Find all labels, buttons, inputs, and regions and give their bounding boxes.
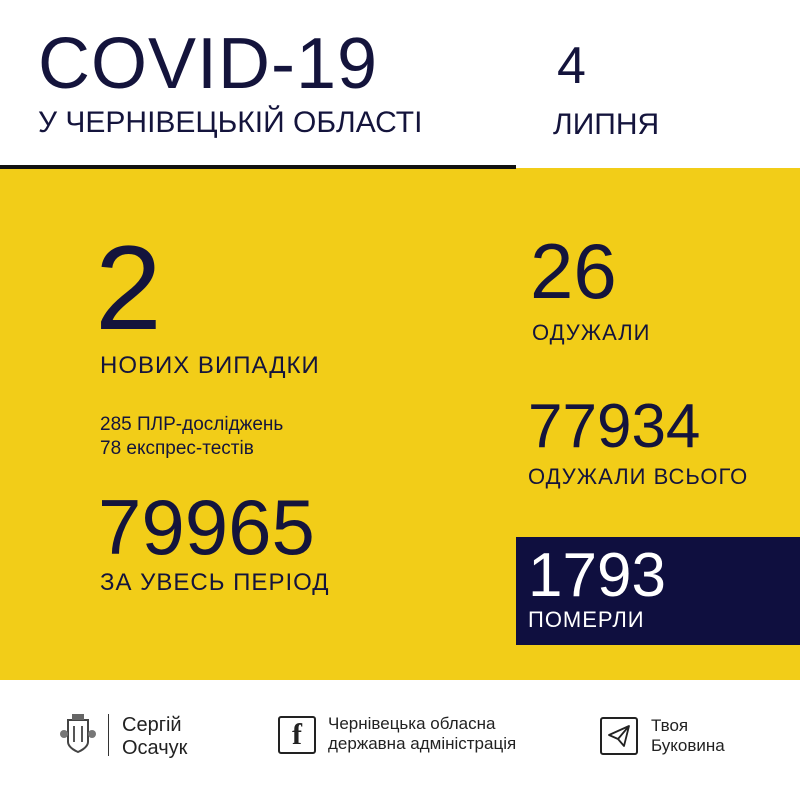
deaths-box: 1793 ПОМЕРЛИ [516,537,800,645]
telegram-icon[interactable] [600,717,638,755]
footer-divider [108,714,109,756]
express-tests: 78 експрес-тестів [100,438,254,459]
page-title: COVID-19 [38,24,379,104]
fb-line2: державна адміністрація [328,733,517,753]
recovered-label: ОДУЖАЛИ [532,320,651,345]
telegram-link[interactable]: Твоя Буковина [651,716,725,755]
person-first-name: Сергій [122,714,182,736]
fb-line1: Чернівецька обласна [328,714,496,733]
total-cases-value: 79965 [98,483,315,571]
divider [0,165,516,169]
facebook-icon[interactable]: f [278,716,316,754]
pcr-tests: 285 ПЛР-досліджень [100,414,284,435]
facebook-link[interactable]: Чернівецька обласна державна адміністрац… [328,714,516,753]
tg-line1: Твоя [651,716,689,735]
deaths-value: 1793 [528,541,666,610]
recovered-total-value: 77934 [528,392,701,461]
recovered-value: 26 [530,227,617,315]
date-month: ЛИПНЯ [553,108,660,141]
tg-line2: Буковина [651,735,725,755]
person-last-name: Осачук [122,737,188,759]
total-cases-label: ЗА УВЕСЬ ПЕРІОД [100,569,330,596]
coat-of-arms-icon [60,712,96,756]
new-cases-value: 2 [95,221,162,355]
new-cases-label: НОВИХ ВИПАДКИ [100,352,320,379]
date-day: 4 [557,37,586,95]
deaths-label: ПОМЕРЛИ [528,607,645,632]
person-name: Сергій Осачук [122,714,187,760]
recovered-total-label: ОДУЖАЛИ ВСЬОГО [528,464,749,489]
page-subtitle: У ЧЕРНІВЕЦЬКІЙ ОБЛАСТІ [38,106,423,139]
